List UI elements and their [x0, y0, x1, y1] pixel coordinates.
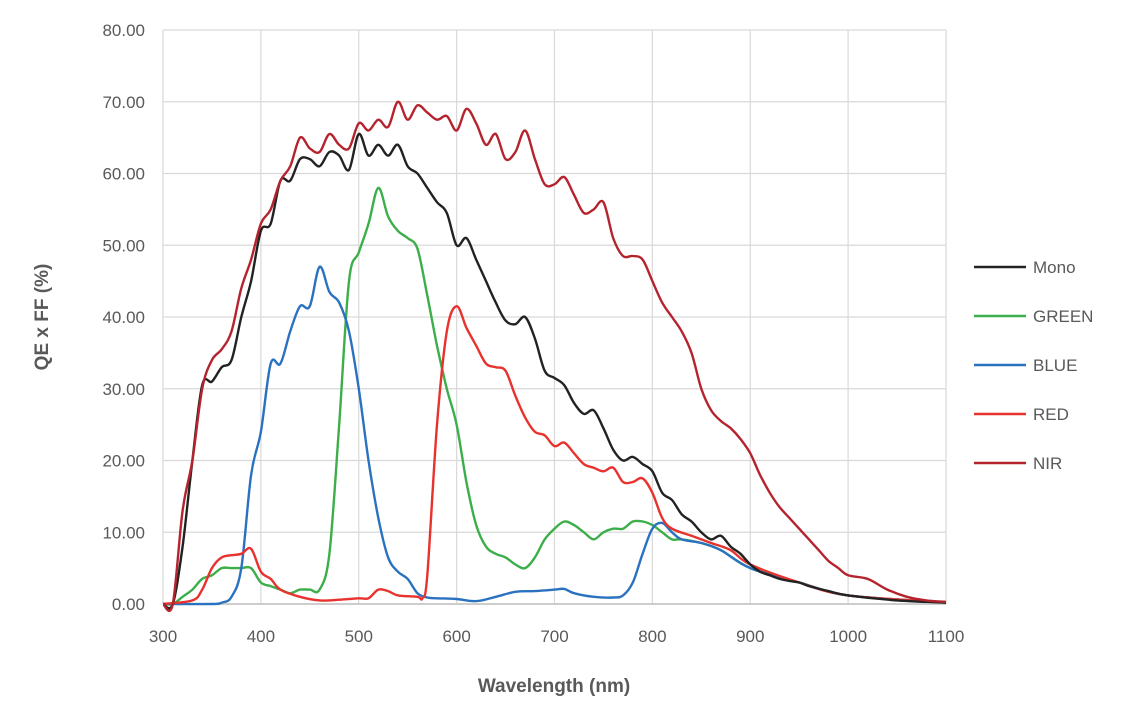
y-axis-title: QE x FF (%) [32, 264, 53, 371]
y-tick-label: 0.00 [112, 595, 145, 614]
series-line-blue [162, 265, 947, 606]
y-tick-label: 60.00 [102, 165, 145, 184]
grid [162, 29, 947, 605]
legend-label-red: RED [1033, 405, 1069, 424]
series-lines [161, 100, 947, 613]
y-tick-label: 30.00 [102, 380, 145, 399]
x-axis-title: Wavelength (nm) [478, 676, 630, 697]
y-tick-label: 70.00 [102, 93, 145, 112]
y-axis-ticks: 0.00 10.00 20.00 30.00 40.00 50.00 60.00 70.00 8… [102, 21, 145, 614]
y-tick-label: 50.00 [102, 236, 145, 255]
x-tick-label: 400 [247, 627, 275, 646]
series-line-mono [162, 132, 947, 610]
x-tick-label: 600 [442, 627, 470, 646]
x-tick-label: 500 [345, 627, 373, 646]
y-tick-label: 20.00 [102, 452, 145, 471]
series-line-nir [161, 100, 947, 613]
x-axis-ticks: 300 400 500 600 700 800 900 1000 1100 [149, 627, 964, 646]
y-tick-label: 80.00 [102, 21, 145, 40]
x-tick-label: 1100 [928, 627, 965, 646]
x-tick-label: 800 [638, 627, 666, 646]
legend-label-mono: Mono [1033, 258, 1076, 277]
x-tick-label: 1000 [829, 627, 867, 646]
y-tick-label: 10.00 [102, 523, 145, 542]
x-tick-label: 900 [736, 627, 764, 646]
y-tick-label: 40.00 [102, 308, 145, 327]
legend-label-blue: BLUE [1033, 356, 1077, 375]
legend-label-nir: NIR [1033, 454, 1062, 473]
x-tick-label: 300 [149, 627, 177, 646]
series-line-red [162, 305, 947, 606]
legend-label-green: GREEN [1033, 307, 1093, 326]
legend: Mono GREEN BLUE RED NIR [974, 258, 1093, 473]
series-line-green [162, 186, 947, 606]
x-tick-label: 700 [540, 627, 568, 646]
